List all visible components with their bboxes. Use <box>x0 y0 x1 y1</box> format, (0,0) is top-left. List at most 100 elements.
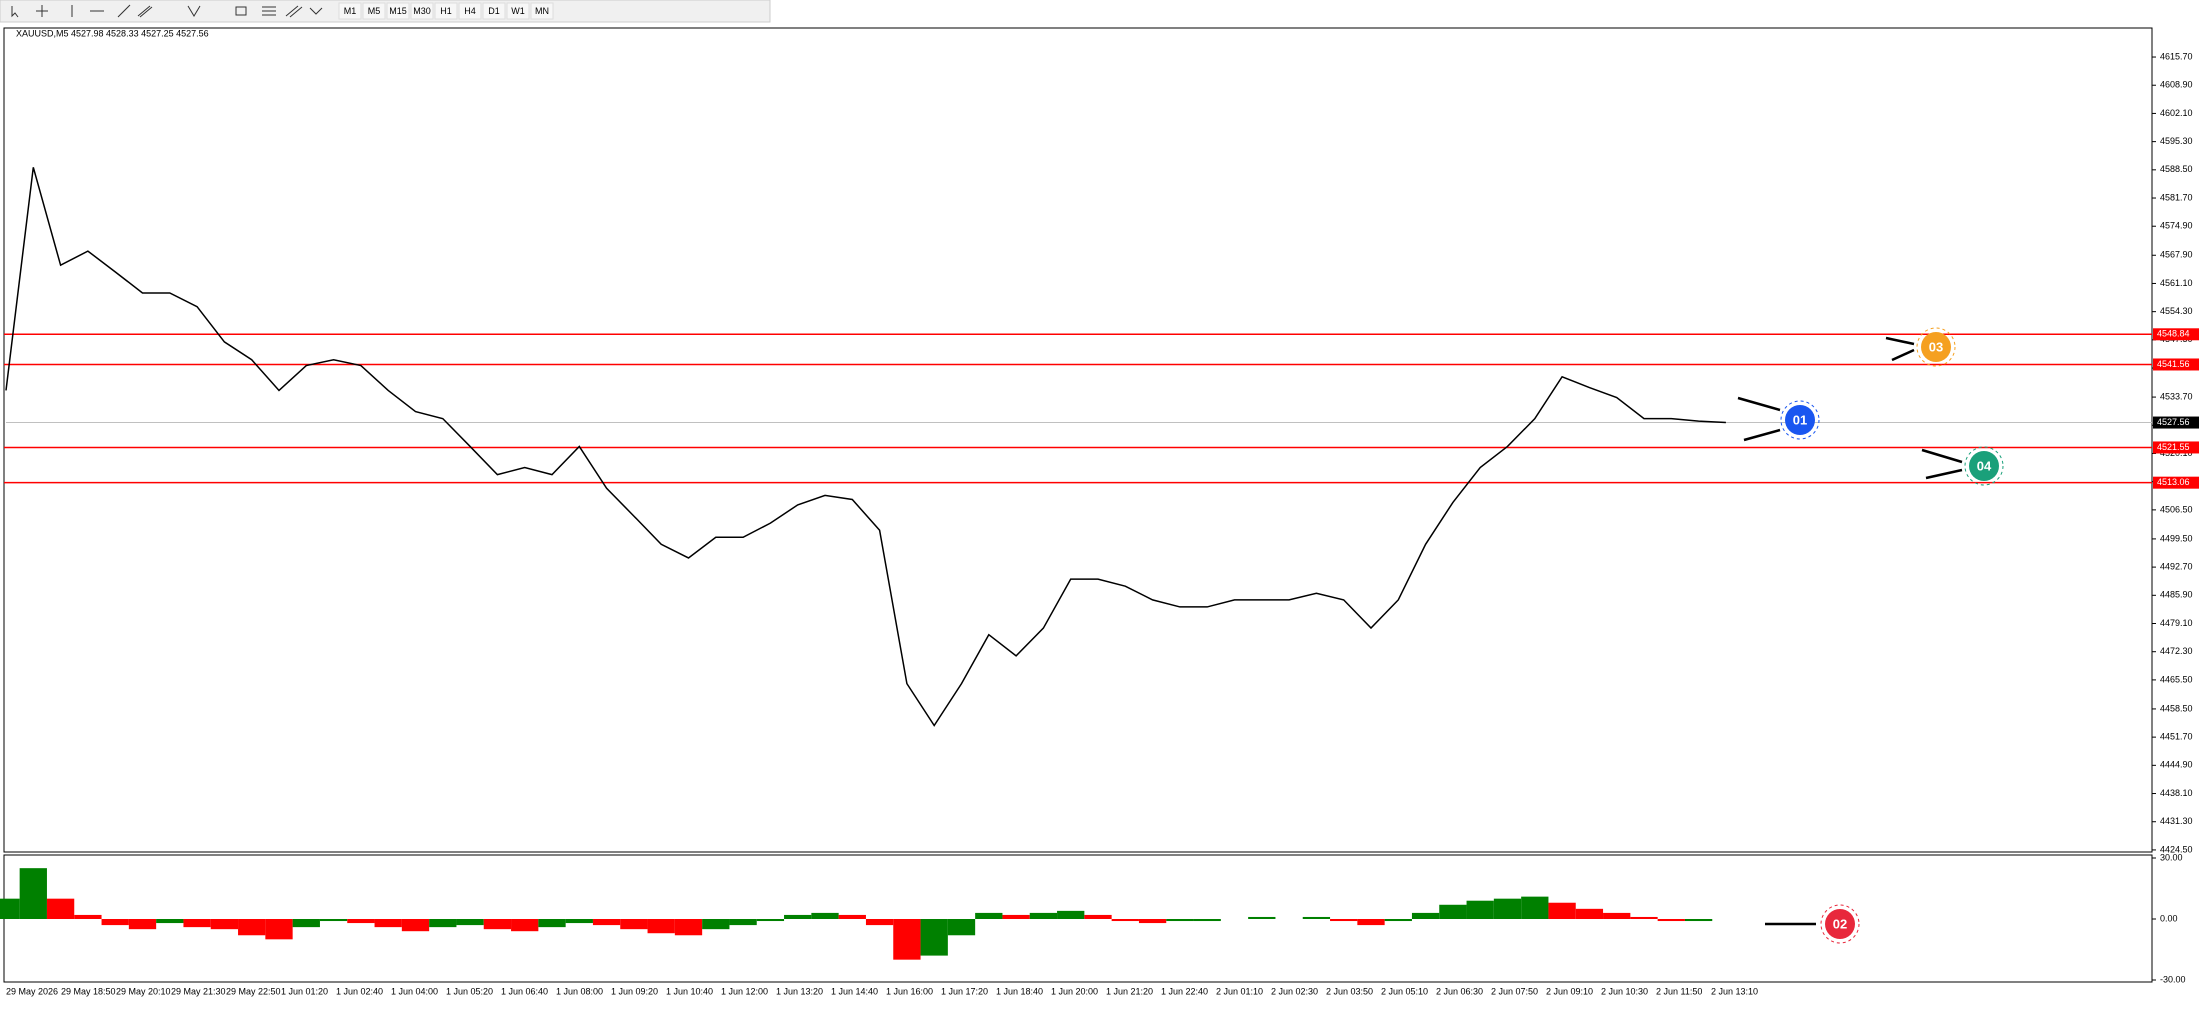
histogram-bar <box>292 919 320 928</box>
label-icon[interactable] <box>235 6 247 16</box>
text-icon[interactable] <box>187 5 201 17</box>
annotation-badge <box>1785 405 1815 435</box>
time-label: 29 May 20:10 <box>116 986 171 996</box>
histogram-bar <box>238 919 266 936</box>
histogram-bar <box>511 919 539 932</box>
histogram-bar <box>101 919 129 926</box>
histogram-bar <box>128 919 157 930</box>
level-label: 4541.56 <box>2157 359 2190 369</box>
trendline-icon[interactable] <box>117 4 131 18</box>
histogram-bar <box>265 919 293 940</box>
histogram-bar <box>156 919 184 924</box>
y-tick-label: 4472.30 <box>2160 646 2193 656</box>
histogram-bar <box>347 919 375 924</box>
time-label: 1 Jun 02:40 <box>336 986 383 996</box>
timeframe-label[interactable]: MN <box>535 6 549 16</box>
y-tick-label: 4595.30 <box>2160 136 2193 146</box>
timeframe-button[interactable] <box>434 2 458 20</box>
timeframe-button[interactable] <box>458 2 482 20</box>
y-tick-label: 4533.70 <box>2160 391 2193 401</box>
histogram-bar <box>865 919 894 926</box>
annotation-ring <box>1780 400 1820 440</box>
crosshair-icon[interactable] <box>36 5 48 17</box>
timeframe-button[interactable] <box>338 2 362 20</box>
time-label: 1 Jun 18:40 <box>996 986 1043 996</box>
histogram-bar <box>1057 910 1085 919</box>
cursor-icon[interactable] <box>11 6 19 18</box>
arrow-01 <box>1737 396 1781 442</box>
timeframe-label[interactable]: W1 <box>511 6 525 16</box>
timeframe-button[interactable] <box>530 2 554 20</box>
histogram-bar <box>565 919 593 924</box>
fibo-icon[interactable] <box>262 6 276 16</box>
annotation-ring <box>1820 904 1860 944</box>
histogram-bar <box>1302 916 1331 919</box>
timeframe-label[interactable]: M15 <box>389 6 407 16</box>
histogram-bar <box>1002 914 1030 919</box>
toolbar-icons <box>11 4 323 18</box>
time-label: 2 Jun 05:10 <box>1381 986 1428 996</box>
histogram-bar <box>401 919 430 932</box>
time-label: 2 Jun 10:30 <box>1601 986 1648 996</box>
histogram-bar <box>1548 902 1576 919</box>
y-tick-label: 4485.90 <box>2160 590 2193 600</box>
symbol-header: XAUUSD,M5 4527.98 4528.33 4527.25 4527.5… <box>16 28 209 38</box>
timeframe-label[interactable]: M1 <box>344 6 357 16</box>
level-box <box>2153 476 2199 489</box>
timeframe-button[interactable] <box>410 2 434 20</box>
time-label: 1 Jun 14:40 <box>831 986 878 996</box>
y-tick-label: 4492.70 <box>2160 561 2193 571</box>
histogram-bar <box>1603 912 1631 919</box>
y-tick-label: 4479.10 <box>2160 618 2193 628</box>
histogram-bar <box>1193 919 1221 922</box>
arrow-04 <box>1921 448 1963 480</box>
annotation-badge <box>1969 451 1999 481</box>
time-label: 1 Jun 01:20 <box>281 986 328 996</box>
time-label: 1 Jun 13:20 <box>776 986 823 996</box>
y-tick-label: 4465.50 <box>2160 674 2193 684</box>
timeframe-button[interactable] <box>362 2 386 20</box>
annotation-label: 03 <box>1929 339 1943 354</box>
y-tick-label: 4602.10 <box>2160 108 2193 118</box>
histogram-bar <box>620 919 648 930</box>
histogram-bar <box>947 919 976 936</box>
histogram-bar <box>0 898 20 919</box>
time-label: 2 Jun 09:10 <box>1546 986 1593 996</box>
timeframe-button[interactable] <box>386 2 410 20</box>
timeframe-label[interactable]: M30 <box>413 6 431 16</box>
timeframe-button[interactable] <box>506 2 530 20</box>
histogram-bar <box>319 919 348 922</box>
timeframe-label[interactable]: M5 <box>368 6 381 16</box>
gann-icon[interactable] <box>285 5 303 18</box>
timeframe-label[interactable]: H4 <box>464 6 476 16</box>
arrows <box>1737 336 1963 926</box>
annotation-badge <box>1921 332 1951 362</box>
histogram-bar <box>1384 919 1412 922</box>
histogram-bar <box>1493 898 1522 919</box>
price-line <box>5 167 1726 727</box>
histogram-bar <box>1439 904 1467 919</box>
timeframe-button[interactable] <box>482 2 506 20</box>
level-label: 4513.06 <box>2157 477 2190 487</box>
histogram-bar <box>975 912 1003 919</box>
annotation-badge <box>1825 909 1855 939</box>
y-tick-label: 4554.30 <box>2160 306 2193 316</box>
timeframe-label[interactable]: H1 <box>440 6 452 16</box>
histogram-bar <box>1657 919 1685 922</box>
arrow-03 <box>1885 336 1915 362</box>
time-label: 1 Jun 05:20 <box>446 986 493 996</box>
level-box <box>2153 328 2199 341</box>
y-tick-label: 4451.70 <box>2160 732 2193 742</box>
histogram-bar <box>702 919 730 930</box>
histogram-bar <box>1575 908 1604 919</box>
timeframe-label[interactable]: D1 <box>488 6 500 16</box>
time-label: 1 Jun 10:40 <box>666 986 713 996</box>
y-tick-label: 4499.50 <box>2160 533 2193 543</box>
histogram-bar <box>429 919 457 928</box>
time-label: 1 Jun 17:20 <box>941 986 988 996</box>
shapes-icon[interactable] <box>309 7 323 15</box>
time-label: 2 Jun 01:10 <box>1216 986 1263 996</box>
channel-icon[interactable] <box>137 5 153 18</box>
